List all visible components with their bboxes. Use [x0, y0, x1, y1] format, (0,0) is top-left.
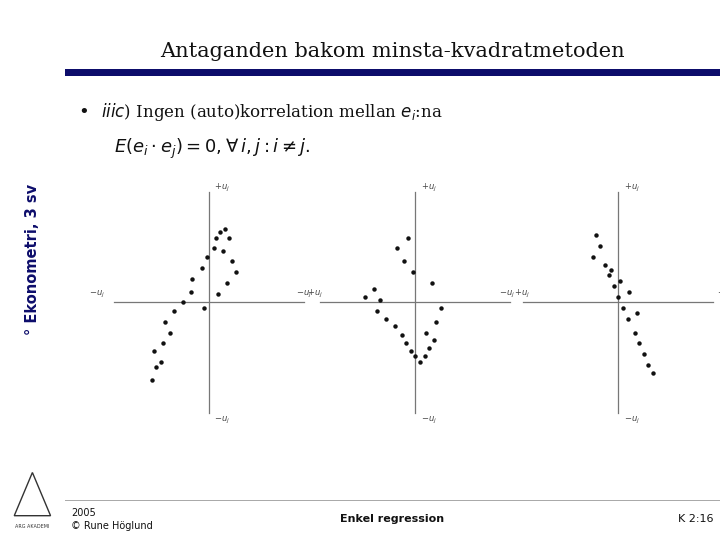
Text: ARG AKADEMI: ARG AKADEMI [15, 524, 50, 529]
Text: $+u_j$: $+u_j$ [214, 182, 230, 194]
Text: $E(e_i \cdot e_j) = 0, \forall\, i, j : i \neq j.$: $E(e_i \cdot e_j) = 0, \forall\, i, j : … [114, 137, 310, 160]
Text: $\mathit{iiic}$) Ingen (auto)korrelation mellan $e_i$:na: $\mathit{iiic}$) Ingen (auto)korrelation… [101, 102, 443, 123]
Text: $+u_j$: $+u_j$ [420, 182, 436, 194]
Text: •: • [78, 103, 89, 122]
Text: $+u_j$: $+u_j$ [624, 182, 639, 194]
Text: $-u_j$: $-u_j$ [89, 288, 105, 300]
Text: Antaganden bakom minsta-kvadratmetoden: Antaganden bakom minsta-kvadratmetoden [160, 42, 625, 61]
Text: K 2:16: K 2:16 [678, 515, 714, 524]
Text: $+u_j$: $+u_j$ [513, 288, 530, 300]
Text: 2005
© Rune Höglund: 2005 © Rune Höglund [71, 508, 153, 531]
Text: $-u_j$: $-u_j$ [420, 415, 436, 426]
Text: Enkel regression: Enkel regression [341, 515, 444, 524]
Text: $+u_j$: $+u_j$ [307, 288, 323, 300]
Text: $-u_j$: $-u_j$ [499, 288, 515, 300]
Text: $-u_j$: $-u_j$ [624, 415, 639, 426]
Bar [65, 69, 720, 76]
Text: $-u_j$: $-u_j$ [296, 288, 312, 300]
Bar [65, 500, 720, 501]
Text: $-u_j$: $-u_j$ [214, 415, 230, 426]
Text: ° Ekonometri, 3 sv: ° Ekonometri, 3 sv [25, 184, 40, 335]
Text: $+u_j$: $+u_j$ [716, 288, 720, 300]
